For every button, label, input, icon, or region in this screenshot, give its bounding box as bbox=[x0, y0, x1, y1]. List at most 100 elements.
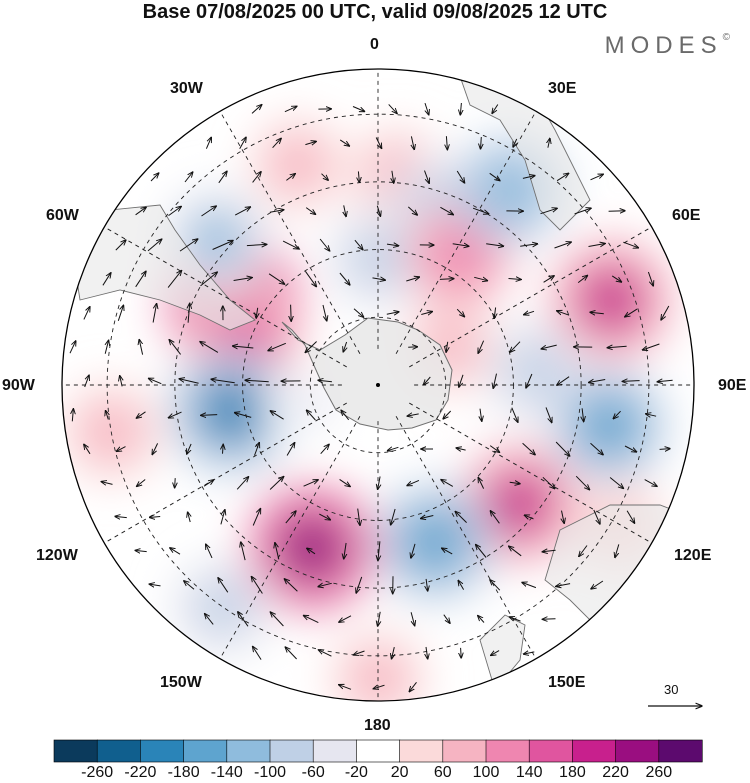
wind-arrow bbox=[284, 579, 298, 592]
colorbar-label: 60 bbox=[433, 764, 452, 781]
wind-arrow bbox=[426, 578, 428, 591]
wind-arrow bbox=[593, 509, 600, 524]
wind-arrow bbox=[179, 379, 199, 384]
wind-arrow bbox=[83, 307, 90, 320]
wind-arrow bbox=[456, 308, 464, 317]
wind-arrow bbox=[443, 614, 450, 624]
wind-arrow bbox=[407, 479, 420, 485]
wind-arrow bbox=[489, 445, 499, 453]
wind-arrow bbox=[353, 308, 364, 318]
wind-arrow bbox=[152, 304, 157, 323]
colorbar-label: -180 bbox=[167, 764, 200, 781]
colorbar-swatch bbox=[96, 739, 141, 763]
wind-arrow bbox=[105, 340, 108, 354]
meridian-line bbox=[104, 226, 347, 368]
wind-arrow bbox=[577, 275, 587, 283]
wind-arrow bbox=[179, 239, 198, 252]
wind-arrow bbox=[233, 346, 254, 348]
colorbar-label: -100 bbox=[253, 764, 287, 781]
wind-arrow bbox=[387, 447, 399, 450]
wind-arrow bbox=[492, 104, 499, 114]
wind-arrow bbox=[201, 415, 218, 416]
wind-arrow bbox=[446, 341, 448, 352]
wind-arrow bbox=[613, 410, 621, 419]
wind-arrow bbox=[268, 273, 285, 284]
colorbar-swatch bbox=[399, 739, 444, 763]
wind-arrow bbox=[307, 548, 316, 555]
wind-arrow bbox=[115, 516, 127, 517]
wind-arrow bbox=[522, 582, 537, 589]
wind-arrow bbox=[392, 170, 394, 183]
wind-arrow bbox=[84, 375, 89, 388]
map-title: Base 07/08/2025 00 UTC, valid 09/08/2025… bbox=[142, 1, 608, 23]
wind-arrow bbox=[137, 479, 146, 487]
wind-arrow bbox=[626, 510, 635, 524]
wind-arrow bbox=[272, 138, 282, 149]
colorbar-swatch bbox=[442, 739, 487, 763]
wind-arrow bbox=[608, 211, 626, 212]
wind-arrow bbox=[245, 380, 269, 382]
wind-arrow bbox=[509, 546, 522, 557]
wind-arrow bbox=[150, 517, 161, 518]
wind-arrow bbox=[251, 577, 263, 594]
wind-arrow bbox=[135, 550, 147, 551]
meridian-line bbox=[409, 402, 652, 544]
wind-arrow bbox=[200, 342, 219, 353]
lon-label-60e: 60E bbox=[672, 207, 701, 224]
colorbar-label: -60 bbox=[301, 764, 325, 781]
wind-arrow bbox=[442, 548, 453, 555]
wind-arrow bbox=[545, 407, 552, 422]
wind-arrow bbox=[175, 478, 176, 488]
wind-arrow bbox=[241, 542, 246, 561]
wind-arrow bbox=[235, 413, 252, 418]
wind-arrow bbox=[344, 205, 346, 216]
wind-arrow bbox=[409, 681, 417, 691]
wind-arrow bbox=[356, 576, 363, 593]
colorbar bbox=[53, 739, 703, 763]
wind-arrow bbox=[510, 341, 521, 353]
wind-arrow bbox=[407, 206, 417, 215]
wind-arrow bbox=[555, 441, 570, 456]
wind-arrow bbox=[135, 207, 147, 216]
wind-arrow bbox=[285, 647, 297, 660]
wind-arrow bbox=[548, 138, 550, 148]
wind-arrow bbox=[452, 244, 469, 247]
wind-arrow bbox=[591, 580, 604, 589]
wind-arrow bbox=[188, 512, 191, 523]
wind-arrow bbox=[455, 511, 467, 523]
south-america-outline bbox=[69, 204, 256, 331]
wind-arrow bbox=[170, 548, 181, 555]
wind-arrow bbox=[490, 580, 501, 591]
wind-arrow bbox=[205, 614, 214, 625]
lon-label-90e: 90E bbox=[718, 377, 747, 394]
colorbar-swatch bbox=[312, 739, 358, 763]
wind-arrow bbox=[494, 307, 495, 319]
anomaly-cell bbox=[376, 483, 494, 601]
wind-arrow bbox=[269, 477, 284, 490]
wind-arrow bbox=[252, 172, 262, 183]
colorbar-label: -220 bbox=[124, 764, 157, 781]
wind-arrow bbox=[344, 542, 346, 559]
colorbar-swatch bbox=[356, 739, 401, 763]
wind-arrow bbox=[321, 173, 329, 181]
wind-arrow bbox=[520, 244, 537, 246]
lon-label-150e: 150E bbox=[548, 674, 586, 691]
wind-arrow bbox=[318, 380, 332, 382]
wind-arrow bbox=[511, 407, 518, 423]
wind-arrow bbox=[251, 105, 262, 114]
wind-arrow bbox=[456, 170, 464, 183]
wind-arrow bbox=[201, 206, 217, 217]
wind-arrow bbox=[282, 240, 299, 249]
wind-arrow bbox=[205, 137, 211, 149]
wind-arrow bbox=[579, 545, 588, 557]
wind-arrow bbox=[557, 376, 570, 386]
colorbar-swatch bbox=[572, 739, 617, 763]
wind-arrow bbox=[291, 304, 292, 322]
wind-arrow bbox=[218, 171, 227, 184]
wind-arrow bbox=[303, 480, 319, 487]
wind-arrow bbox=[268, 342, 286, 350]
wind-arrow bbox=[184, 581, 195, 590]
wind-arrow bbox=[223, 444, 224, 454]
anomaly-core bbox=[508, 344, 563, 399]
wind-arrow bbox=[303, 615, 319, 624]
